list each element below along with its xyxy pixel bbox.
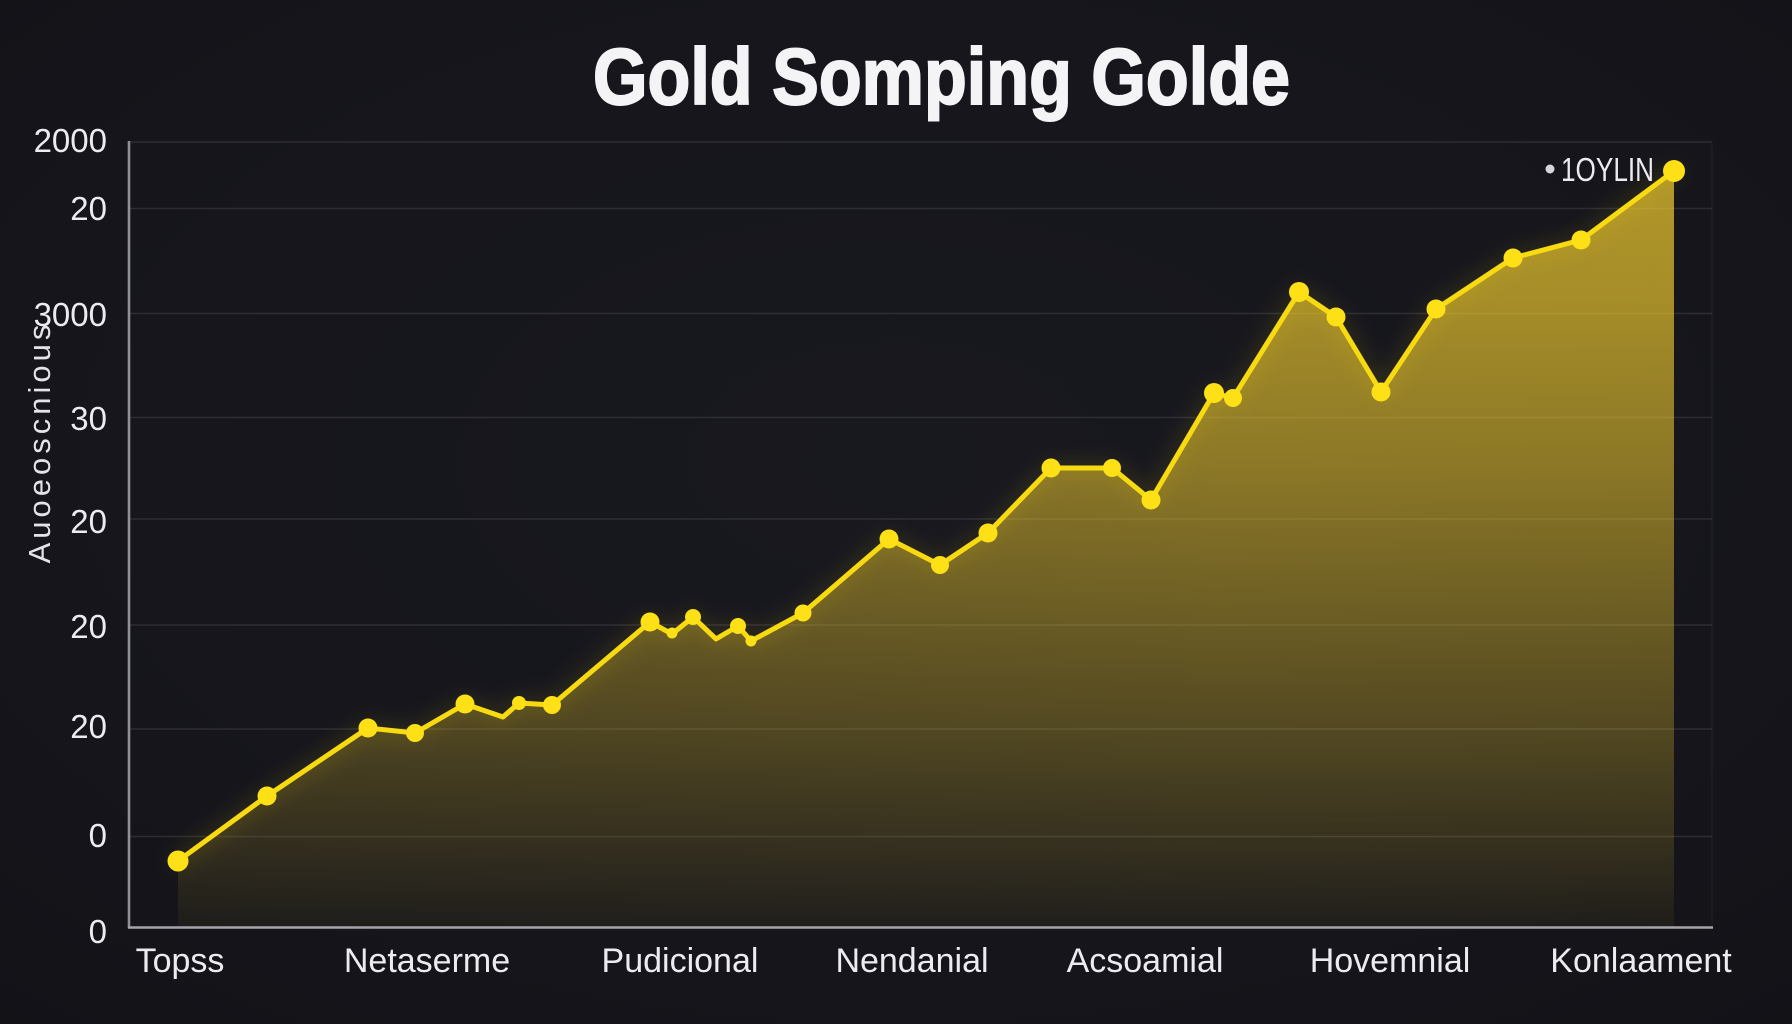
svg-text:20: 20 [70,503,107,540]
svg-text:Auoeoscnious: Auoeoscnious [22,321,57,564]
svg-text:Nendanial: Nendanial [835,942,988,980]
svg-text:3000: 3000 [34,296,107,333]
svg-text:Topss: Topss [136,942,225,980]
svg-text:20: 20 [70,190,107,227]
svg-text:Konlaament: Konlaament [1550,942,1732,980]
svg-text:30: 30 [70,400,107,437]
svg-text:Gold Somping Golde: Gold Somping Golde [593,32,1290,121]
svg-text:2000: 2000 [34,122,107,159]
svg-text:20: 20 [70,608,107,645]
svg-text:0: 0 [89,817,107,854]
svg-text:1OYLIN: 1OYLIN [1561,151,1654,188]
svg-text:0: 0 [89,913,107,950]
svg-text:Pudicional: Pudicional [602,942,759,980]
svg-text:Acsoamial: Acsoamial [1067,942,1224,980]
svg-text:Hovemnial: Hovemnial [1310,942,1471,980]
svg-text:Netaserme: Netaserme [344,942,510,980]
svg-text:20: 20 [70,708,107,745]
